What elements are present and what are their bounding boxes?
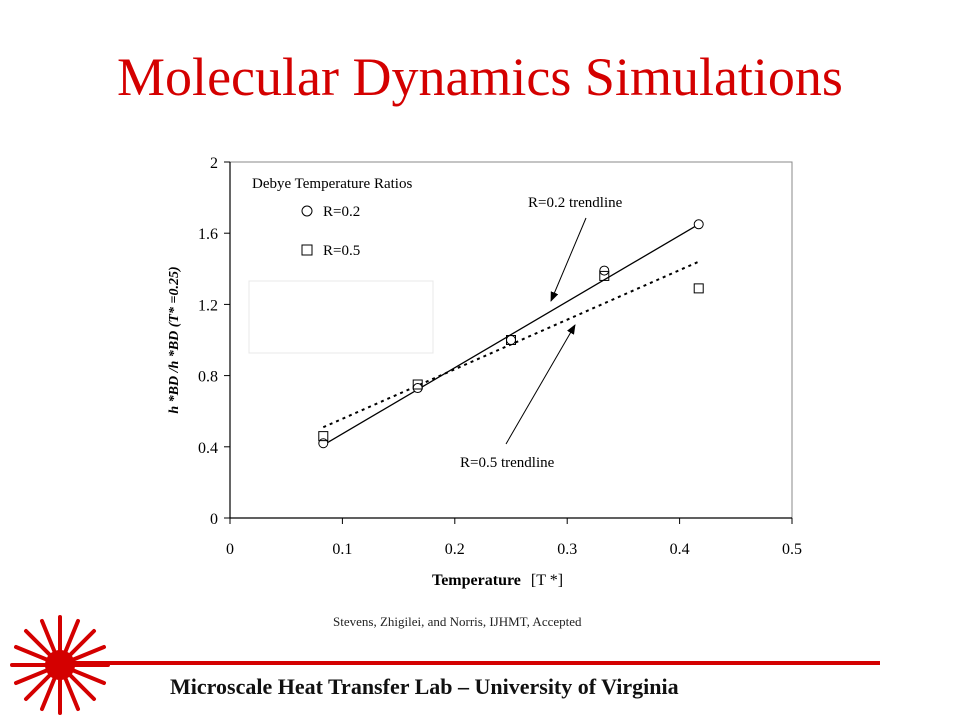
legend-marker-r05 xyxy=(301,244,313,256)
legend-title: Debye Temperature Ratios xyxy=(252,176,412,192)
x-tick-label: 0.3 xyxy=(557,541,577,558)
y-tick-label: 2 xyxy=(210,155,218,172)
x-axis-title-unit: [T *] xyxy=(531,572,563,589)
legend-box xyxy=(248,280,434,354)
y-tick-label: 0.8 xyxy=(198,369,218,386)
data-point-r05 xyxy=(412,379,423,390)
x-axis-title: Temperature [T *] xyxy=(432,572,563,589)
trendline-label-r02: R=0.2 trendline xyxy=(528,195,623,211)
y-tick-label: 1.6 xyxy=(198,226,218,243)
legend-label-r02: R=0.2 xyxy=(323,204,360,220)
data-point-r05 xyxy=(318,431,329,442)
x-tick-label: 0.1 xyxy=(332,541,352,558)
x-tick-label: 0.5 xyxy=(782,541,802,558)
data-point-r05 xyxy=(693,283,704,294)
legend: Debye Temperature Ratios R=0.2 R=0.5 xyxy=(252,176,412,259)
data-point-r02 xyxy=(599,265,610,276)
x-tick-label: 0.4 xyxy=(670,541,690,558)
y-tick-label: 0 xyxy=(210,511,218,528)
footer-text: Microscale Heat Transfer Lab – Universit… xyxy=(170,674,679,699)
trendline-arrow-r02 xyxy=(550,217,587,302)
data-point-r02 xyxy=(412,383,423,394)
trendline-label-r05: R=0.5 trendline xyxy=(460,455,555,471)
trendline-r02 xyxy=(322,223,700,446)
citation: Stevens, Zhigilei, and Norris, IJHMT, Ac… xyxy=(333,614,582,629)
data-point-r02 xyxy=(318,438,329,449)
trendline-arrow-r05 xyxy=(505,324,576,445)
x-tick-label: 0.2 xyxy=(445,541,465,558)
legend-marker-r02 xyxy=(301,205,313,217)
x-axis-title-main: Temperature xyxy=(432,572,521,589)
footer-rule xyxy=(48,661,880,665)
red-starburst-icon xyxy=(10,615,110,715)
y-tick-label: 1.2 xyxy=(198,297,218,314)
x-tick-label: 0 xyxy=(226,541,234,558)
y-tick-label: 0.4 xyxy=(198,440,218,457)
slide-title: Molecular Dynamics Simulations xyxy=(117,47,843,107)
y-axis-title: h *BD /h *BD (T* =0.25) xyxy=(167,266,182,413)
data-point-r05 xyxy=(506,335,516,345)
data-point-r02 xyxy=(506,335,516,345)
data-point-r02 xyxy=(693,219,704,230)
legend-label-r05: R=0.5 xyxy=(323,243,360,259)
data-point-r05 xyxy=(599,270,610,281)
